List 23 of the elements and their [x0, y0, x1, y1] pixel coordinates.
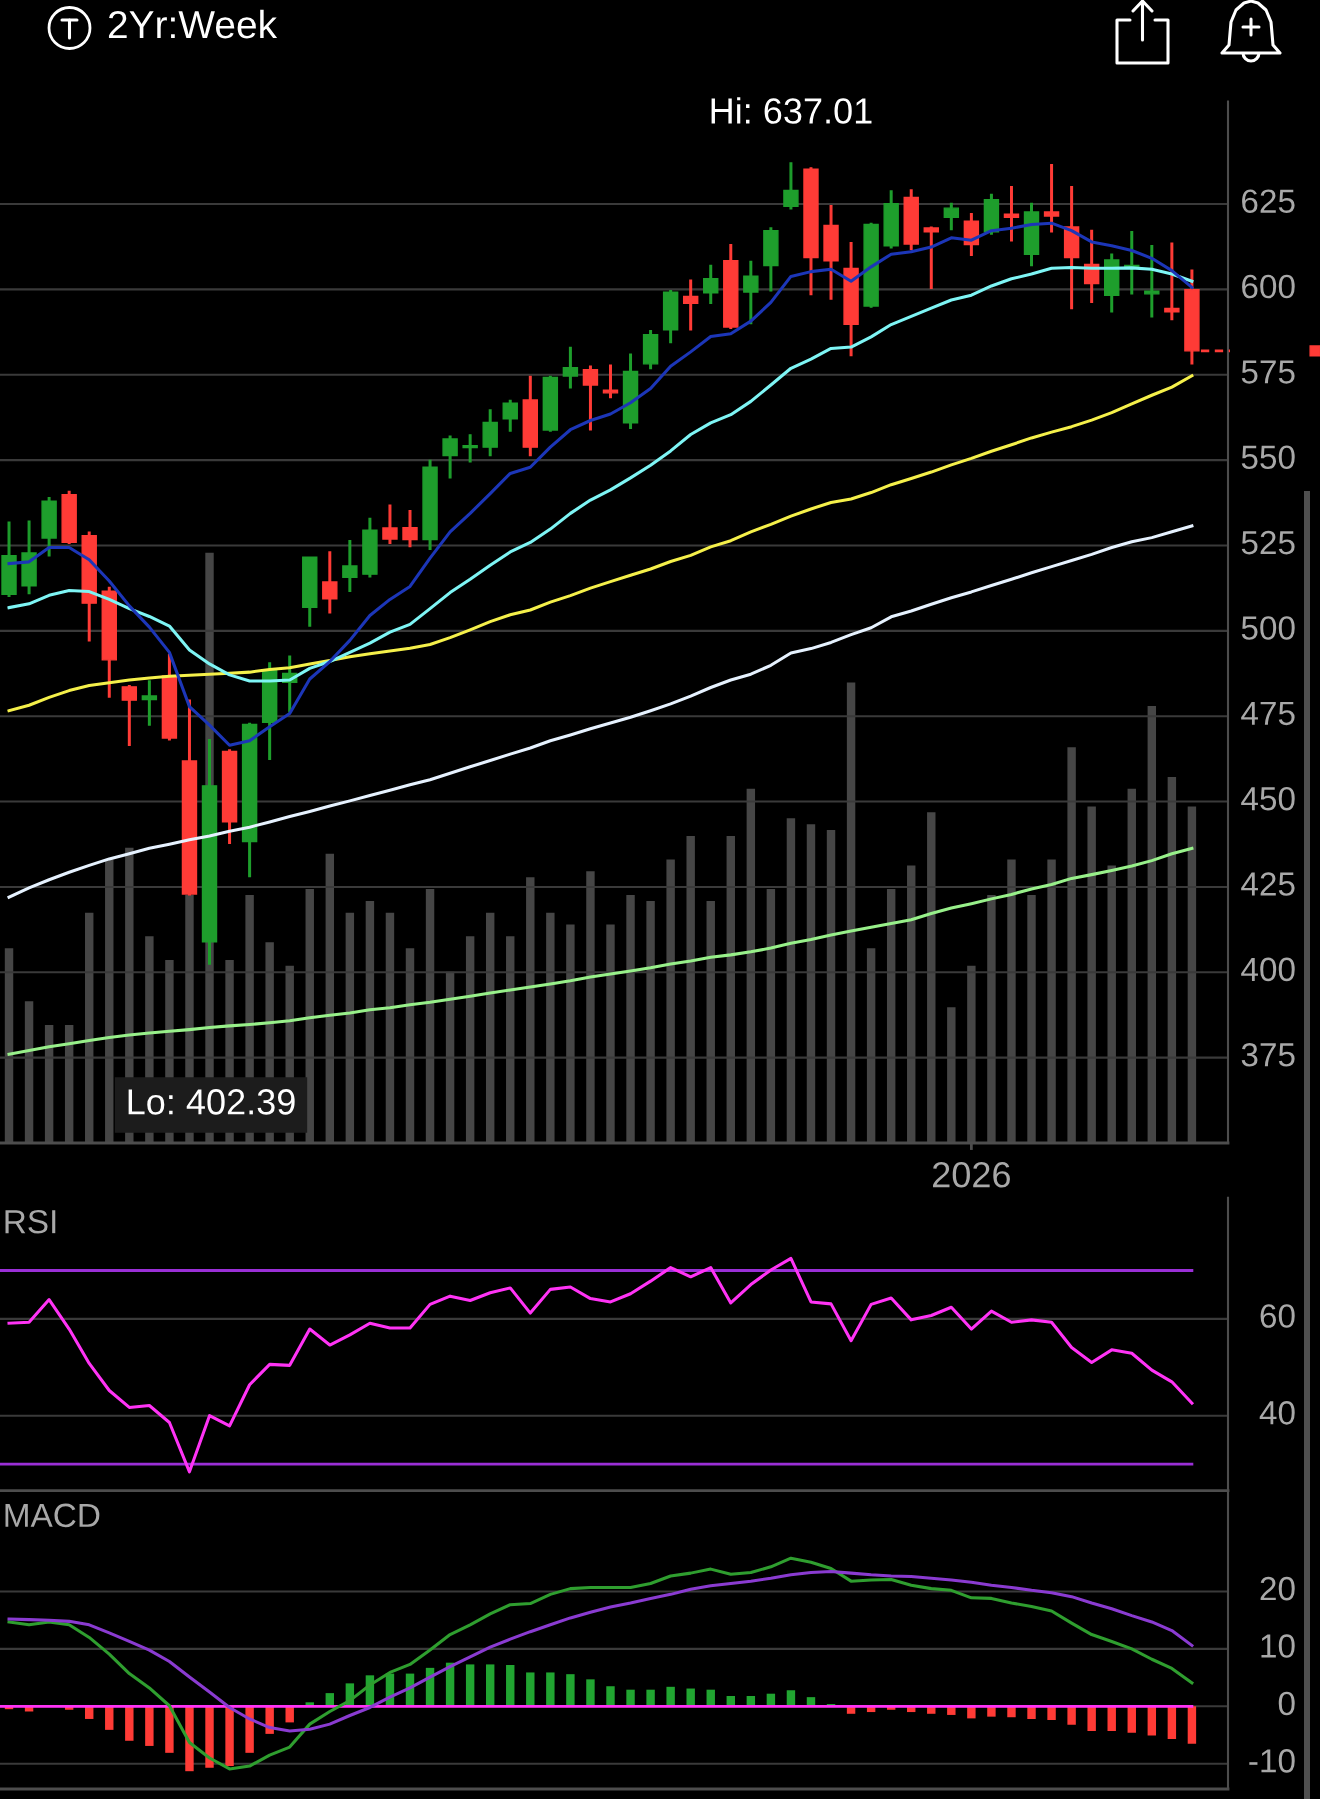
y-tick-label: 525 [1241, 530, 1295, 555]
y-tick-label: 475 [1241, 701, 1295, 726]
y-tick-label: -10 [1249, 1749, 1295, 1773]
y-tick-label: 40 [1259, 1401, 1295, 1425]
chart-title: RSI [5, 1209, 56, 1234]
y-tick-label: 10 [1261, 1634, 1295, 1658]
y-tick-label: 400 [1241, 957, 1295, 982]
y-tick-label: 375 [1241, 1042, 1295, 1067]
y-tick-label: 0 [1278, 1691, 1295, 1716]
y-tick-label: 500 [1241, 616, 1295, 640]
y-tick-label: 575 [1241, 360, 1295, 384]
annotation: Hi: 637.01 [711, 97, 872, 124]
x-tick-label: 2026 [933, 1162, 1010, 1188]
y-tick-label: 625 [1242, 189, 1295, 213]
chart-title: 2Yr:Week [108, 9, 278, 39]
y-tick-label: 20 [1260, 1576, 1295, 1601]
y-tick-label: 550 [1241, 445, 1295, 470]
chart-title: MACD [5, 1503, 100, 1528]
annotation: Lo: 402.39 [128, 1089, 295, 1115]
y-tick-label: 600 [1242, 274, 1295, 299]
y-tick-label: 60 [1260, 1304, 1295, 1328]
y-tick-label: 450 [1241, 786, 1295, 811]
y-tick-label: 425 [1241, 872, 1295, 896]
